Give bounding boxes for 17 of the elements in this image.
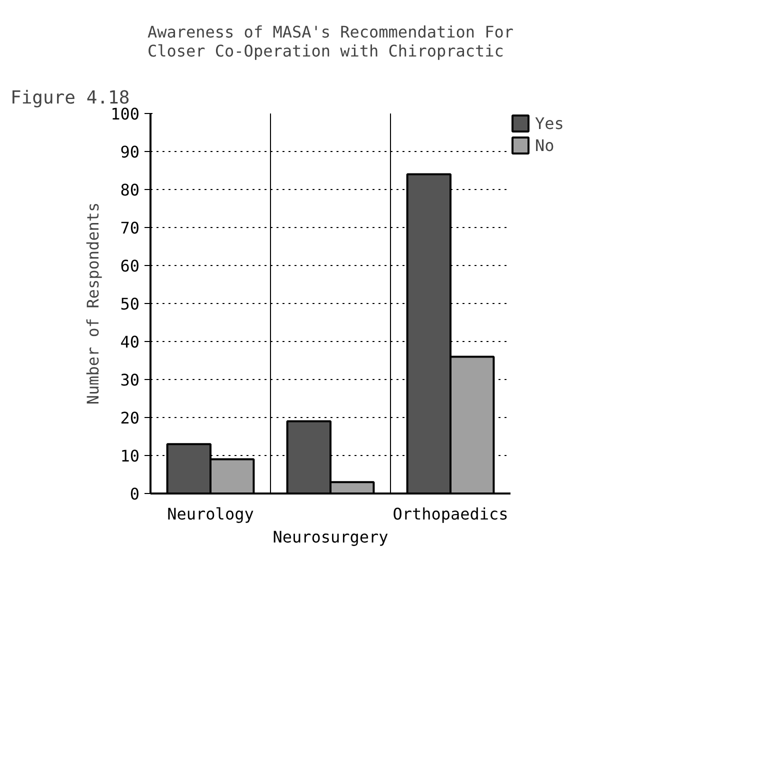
y-tick-label: 40 [120,332,140,352]
x-tick-label: Neurology [167,504,254,524]
x-tick-label: Orthopaedics [392,504,508,524]
y-tick-label: 90 [120,142,140,162]
y-tick-label: 20 [120,408,140,428]
y-tick-label: 30 [120,370,140,390]
x-tick-label: Neurosurgery [272,527,389,546]
y-axis-title: Number of Respondents [84,202,103,405]
y-tick-label: 70 [120,218,140,238]
y-tick-label: 10 [120,446,140,466]
y-tick-label: 50 [120,294,140,314]
y-tick-label: 0 [130,484,140,504]
legend-label: No [535,136,555,154]
chart-title: Awareness of MASA's Recommendation For Closer Co-Operation with Chiropractic [147,22,514,60]
legend-label: Yes [535,114,564,132]
y-tick-label: 80 [120,180,140,200]
y-tick-label: 60 [120,256,140,276]
